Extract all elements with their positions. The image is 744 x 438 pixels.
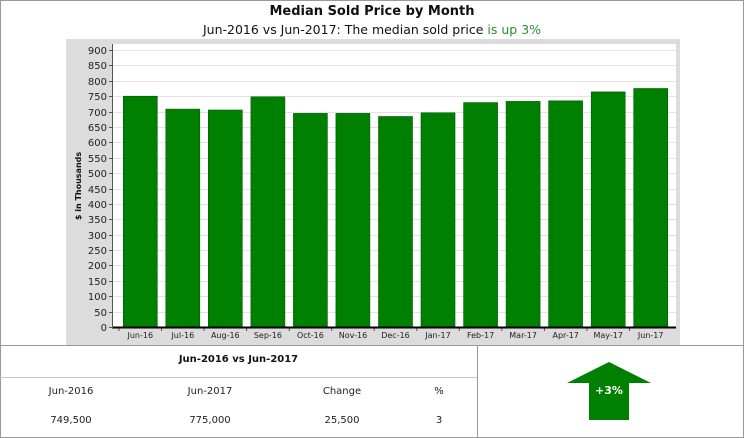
y-tick-label: 800 <box>88 77 107 88</box>
y-tick-label: 150 <box>88 277 107 288</box>
header-start-period: Jun-2016 <box>48 386 94 397</box>
x-tick-label: Mar-17 <box>509 331 537 340</box>
x-tick-label: Oct-16 <box>297 331 324 340</box>
section-divider <box>0 345 744 346</box>
change-badge: +3% <box>595 384 623 397</box>
bar <box>505 101 541 328</box>
y-tick-label: 500 <box>88 169 107 180</box>
y-tick-label: 850 <box>88 61 107 72</box>
header-change: Change <box>322 386 362 397</box>
x-tick-label: Jul-16 <box>170 331 194 340</box>
y-tick-label: 400 <box>88 200 107 211</box>
bar <box>420 112 456 328</box>
y-tick-label: 450 <box>88 185 107 196</box>
comparison-divider <box>0 377 477 378</box>
y-tick-label: 550 <box>88 154 107 165</box>
bar <box>590 91 626 328</box>
x-tick-label: Apr-17 <box>552 331 578 340</box>
y-tick-label: 350 <box>88 215 107 226</box>
y-tick-label: 900 <box>88 46 107 57</box>
bar <box>335 113 371 328</box>
header-end-period: Jun-2017 <box>187 386 233 397</box>
up-arrow-icon: +3% <box>567 362 651 420</box>
bar <box>463 102 498 328</box>
y-tick-label: 650 <box>88 123 107 134</box>
column-divider <box>477 345 478 438</box>
bar <box>208 109 243 328</box>
x-tick-label: Sep-16 <box>254 331 282 340</box>
x-tick-label: Dec-16 <box>381 331 410 340</box>
value-change: 25,500 <box>324 415 360 426</box>
y-tick-label: 250 <box>88 246 107 257</box>
x-tick-label: May-17 <box>593 331 622 340</box>
y-axis-ticks: 0 50 100 150 200 250 300 350 400 450 500 550 600 650 7… <box>88 46 113 334</box>
chart-title: Median Sold Price by Month <box>269 4 475 19</box>
value-end-period: 775,000 <box>189 415 231 426</box>
chart-subtitle: Jun-2016 vs Jun-2017: The median sold pr… <box>0 22 744 37</box>
y-tick-label: 750 <box>88 92 107 103</box>
comparison-title: Jun-2016 vs Jun-2017 <box>178 354 299 365</box>
bar-chart: 0 50 100 150 200 250 300 350 400 450 500 550 600 650 7… <box>66 39 680 345</box>
bar <box>548 100 583 328</box>
subtitle-change: is up 3% <box>487 22 542 37</box>
y-tick-label: 0 <box>101 323 107 334</box>
y-tick-label: 700 <box>88 108 107 119</box>
header-percent: % <box>434 386 444 397</box>
x-tick-label: Feb-17 <box>467 331 494 340</box>
value-percent: 3 <box>435 415 443 426</box>
x-tick-label: Jun-16 <box>127 331 154 340</box>
x-tick-label: Jun-17 <box>637 331 664 340</box>
bar <box>293 113 328 328</box>
x-tick-label: Jan-17 <box>424 331 450 340</box>
x-axis-ticks: Jun-16 Jul-16 Aug-16 Sep-16 Oct-16 Nov-16 Dec-… <box>118 327 664 340</box>
bar <box>250 96 286 328</box>
subtitle-prefix: Jun-2016 vs Jun-2017: The median sold pr… <box>202 22 488 37</box>
value-start-period: 749,500 <box>50 415 92 426</box>
y-axis-label: $ in Thousands <box>74 152 83 221</box>
bar <box>165 108 201 328</box>
y-tick-label: 50 <box>94 308 107 319</box>
x-tick-label: Nov-16 <box>339 331 367 340</box>
y-tick-label: 600 <box>88 138 107 149</box>
x-tick-label: Aug-16 <box>211 331 240 340</box>
bars <box>123 88 669 328</box>
y-tick-label: 300 <box>88 231 107 242</box>
bar <box>123 95 158 328</box>
y-tick-label: 100 <box>88 292 107 303</box>
bar <box>633 88 669 328</box>
bar <box>378 116 413 328</box>
y-tick-label: 200 <box>88 261 107 272</box>
